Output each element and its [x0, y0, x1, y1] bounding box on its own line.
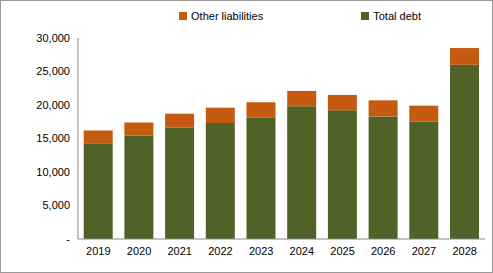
svg-text:2025: 2025: [330, 245, 354, 257]
svg-text:15,000: 15,000: [36, 132, 70, 144]
svg-text:2024: 2024: [290, 245, 314, 257]
svg-text:2028: 2028: [452, 245, 476, 257]
svg-text:2019: 2019: [86, 245, 110, 257]
svg-text:20,000: 20,000: [36, 99, 70, 111]
svg-text:2026: 2026: [371, 245, 395, 257]
svg-text:2020: 2020: [127, 245, 151, 257]
html-text:Other liabilities: Other liabilities: [191, 10, 264, 22]
svg-text:2023: 2023: [249, 245, 273, 257]
svg-text:10,000: 10,000: [36, 166, 70, 178]
html-text:Total debt: Total debt: [373, 10, 421, 22]
svg-text:25,000: 25,000: [36, 65, 70, 77]
svg-text:30,000: 30,000: [36, 32, 70, 44]
svg-text:5,000: 5,000: [42, 199, 70, 211]
svg-text:2021: 2021: [168, 245, 192, 257]
svg-text:2027: 2027: [412, 245, 436, 257]
svg-text:-: -: [66, 233, 70, 245]
svg-text:2022: 2022: [208, 245, 232, 257]
